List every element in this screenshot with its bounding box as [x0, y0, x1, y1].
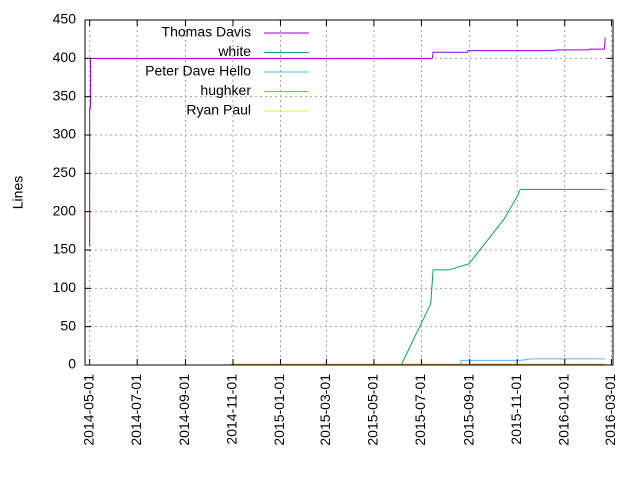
legend-label: Peter Dave Hello — [145, 63, 251, 79]
legend-label: white — [217, 43, 251, 59]
x-tick-label: 2014-09-01 — [176, 374, 192, 446]
legend: Thomas Davis white Peter Dave Hello hughker… — [145, 24, 309, 118]
x-tick-label: 2014-11-01 — [224, 374, 240, 445]
legend-label: Thomas Davis — [162, 24, 251, 40]
x-tick-labels: 2014-05-01 2014-07-01 2014-09-01 2014-11-01… — [80, 374, 618, 446]
legend-label: Ryan Paul — [186, 102, 251, 118]
y-tick-label: 300 — [53, 126, 77, 142]
y-tick-label: 350 — [53, 87, 77, 103]
plot-frame — [84, 19, 614, 366]
x-tick-label: 2015-03-01 — [317, 374, 333, 446]
x-tick-label: 2016-01-01 — [555, 374, 571, 446]
y-tick-label: 250 — [53, 164, 77, 180]
x-tick-label: 2015-11-01 — [508, 374, 524, 445]
x-tick-label: 2014-07-01 — [128, 374, 144, 446]
x-tick-label: 2015-05-01 — [365, 374, 381, 446]
y-tick-label: 50 — [60, 317, 76, 333]
series-line-0 — [89, 37, 606, 247]
y-tick-label: 0 — [68, 356, 76, 372]
x-tick-label: 2014-05-01 — [80, 374, 96, 446]
grid — [85, 20, 613, 365]
x-tick-label: 2015-01-01 — [271, 374, 287, 446]
x-tick-label: 2016-03-01 — [602, 374, 618, 446]
y-tick-label: 200 — [53, 202, 77, 218]
y-tick-label: 450 — [53, 11, 77, 27]
series-lines — [89, 37, 606, 366]
y-tick-label: 150 — [53, 241, 77, 257]
legend-label: hughker — [200, 82, 251, 98]
x-tick-label: 2015-09-01 — [460, 374, 476, 446]
series-line-1 — [89, 188, 606, 366]
y-axis-title: Lines — [10, 176, 26, 209]
axis-ticks — [85, 19, 613, 366]
y-tick-labels: 0 50 100 150 200 250 300 350 400 450 — [53, 11, 77, 372]
y-tick-label: 400 — [53, 49, 77, 65]
x-tick-label: 2015-07-01 — [412, 374, 428, 446]
y-tick-label: 100 — [53, 279, 77, 295]
